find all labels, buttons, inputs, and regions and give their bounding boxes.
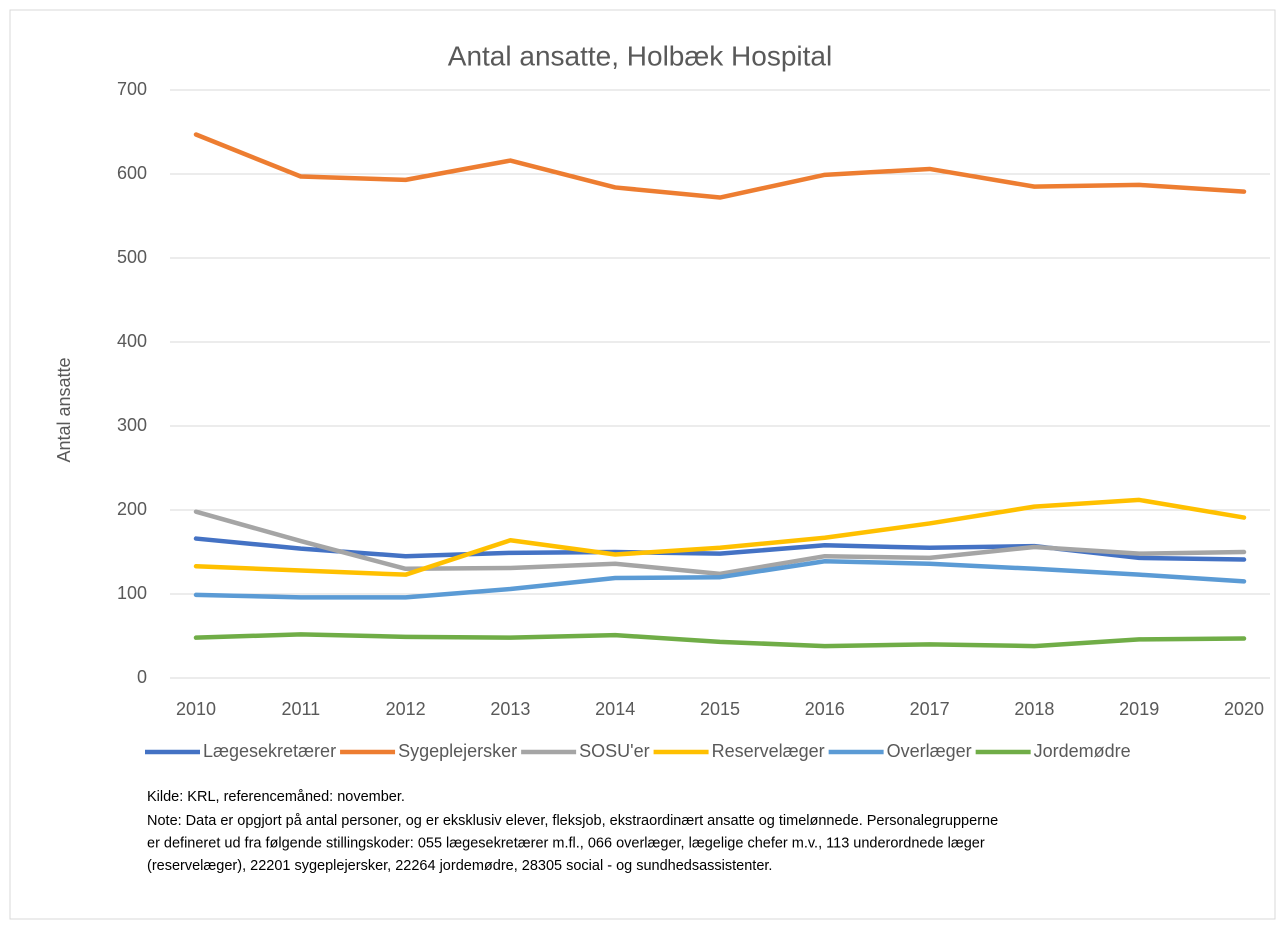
footnote-line: Note: Data er opgjort på antal personer,… xyxy=(147,813,998,829)
x-tick-label: 2020 xyxy=(1224,699,1264,719)
legend-label: Lægesekretærer xyxy=(203,741,336,761)
y-tick-label: 0 xyxy=(137,667,147,687)
legend-label: SOSU'er xyxy=(579,741,649,761)
series-line xyxy=(193,558,1247,600)
y-tick-label: 400 xyxy=(117,331,147,351)
legend-label: Jordemødre xyxy=(1034,741,1131,761)
x-tick-label: 2014 xyxy=(595,699,635,719)
series-line xyxy=(193,509,1247,577)
chart-title: Antal ansatte, Holbæk Hospital xyxy=(448,40,832,71)
footnote-line: er defineret ud fra følgende stillingsko… xyxy=(147,835,985,851)
x-tick-label: 2013 xyxy=(490,699,530,719)
legend-label: Reservelæger xyxy=(712,741,825,761)
x-tick-label: 2019 xyxy=(1119,699,1159,719)
y-tick-label: 700 xyxy=(117,79,147,99)
y-tick-label: 500 xyxy=(117,247,147,267)
x-tick-label: 2017 xyxy=(910,699,950,719)
y-tick-label: 300 xyxy=(117,415,147,435)
y-tick-label: 600 xyxy=(117,163,147,183)
series-line xyxy=(193,132,1247,200)
x-tick-label: 2016 xyxy=(805,699,845,719)
y-tick-label: 200 xyxy=(117,499,147,519)
chart-border xyxy=(9,9,1276,920)
x-tick-label: 2018 xyxy=(1014,699,1054,719)
x-tick-label: 2015 xyxy=(700,699,740,719)
x-tick-label: 2010 xyxy=(176,699,216,719)
series-line xyxy=(193,497,1247,577)
x-tick-label: 2011 xyxy=(281,699,320,719)
y-axis-label: Antal ansatte xyxy=(54,357,74,462)
y-tick-label: 100 xyxy=(117,583,147,603)
x-tick-label: 2012 xyxy=(386,699,426,719)
footnote-line: (reservelæger), 22201 sygeplejersker, 22… xyxy=(147,858,772,874)
source-note: Kilde: KRL, referencemåned: november. xyxy=(147,789,405,805)
legend-label: Sygeplejersker xyxy=(398,741,517,761)
legend-label: Overlæger xyxy=(887,741,972,761)
series-line xyxy=(193,632,1247,649)
